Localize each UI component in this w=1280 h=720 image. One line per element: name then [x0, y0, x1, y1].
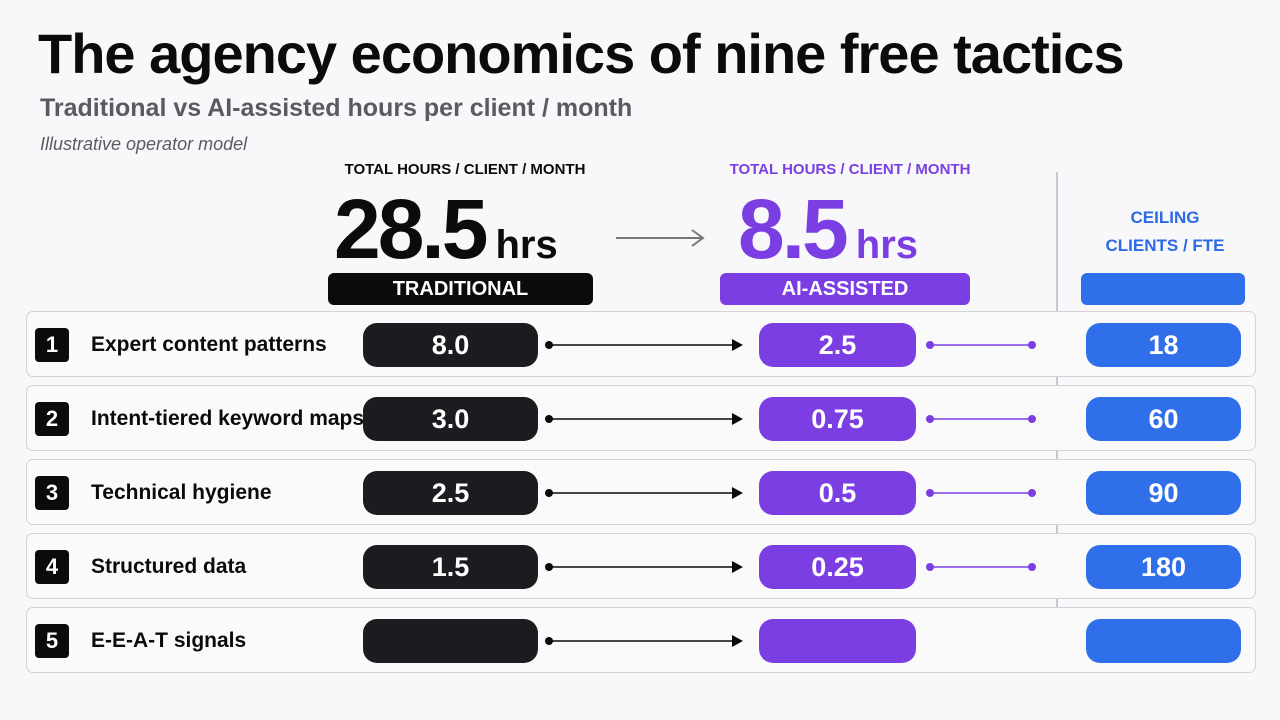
ai-connector-end-dot — [1028, 489, 1036, 497]
ai-hours-pill: 0.25 — [759, 545, 916, 589]
ai-connector-end-dot — [1028, 415, 1036, 423]
traditional-hours-pill: 1.5 — [363, 545, 538, 589]
ai-connector-end-dot — [1028, 563, 1036, 571]
table-row: 5 E-E-A-T signals — [26, 607, 1256, 673]
connector-arrowhead — [732, 635, 743, 647]
tactic-label: Technical hygiene — [91, 481, 272, 504]
ceiling-clients-pill: 90 — [1086, 471, 1241, 515]
row-connector-icon — [545, 635, 743, 647]
ceiling-clients-pill: 180 — [1086, 545, 1241, 589]
row-number-badge: 5 — [35, 624, 69, 658]
connector-arrowhead — [732, 487, 743, 499]
ai-hours-pill: 0.5 — [759, 471, 916, 515]
tactic-label: Intent-tiered keyword maps — [91, 407, 365, 430]
table-row: 2 Intent-tiered keyword maps 3.0 0.75 60 — [26, 385, 1256, 451]
traditional-total-value: 28.5 hrs — [334, 186, 558, 297]
traditional-tag: TRADITIONAL — [328, 273, 593, 305]
ai-hours-pill: 0.75 — [759, 397, 916, 441]
traditional-hours-pill: 3.0 — [363, 397, 538, 441]
table-row: 4 Structured data 1.5 0.25 180 — [26, 533, 1256, 599]
row-connector-icon — [545, 561, 1036, 573]
row-connector-icon — [545, 339, 1036, 351]
row-number-badge: 4 — [35, 550, 69, 584]
ceiling-caption-line1: CEILING — [1130, 208, 1200, 227]
model-note: Illustrative operator model — [40, 134, 248, 154]
row-number-badge: 1 — [35, 328, 69, 362]
ai-hours-pill — [759, 619, 916, 663]
ai-total-caption: TOTAL HOURS / CLIENT / MONTH — [729, 161, 971, 178]
tactic-label: E-E-A-T signals — [91, 629, 247, 652]
tactic-rows: 1 Expert content patterns 8.0 2.5 18 2 I… — [26, 311, 1256, 681]
ai-connector-end-dot — [1028, 341, 1036, 349]
ceiling-clients-pill: 60 — [1086, 397, 1241, 441]
row-connector-icon — [545, 413, 1036, 425]
row-number-badge: 3 — [35, 476, 69, 510]
ai-tag: AI-ASSISTED — [720, 273, 970, 305]
ceiling-clients-pill — [1086, 619, 1241, 663]
row-connector-icon — [545, 487, 1036, 499]
tactic-label: Expert content patterns — [91, 333, 327, 356]
ai-total-unit: hrs — [855, 223, 919, 267]
ceiling-tag — [1081, 273, 1245, 305]
connector-arrowhead — [732, 561, 743, 573]
connector-arrowhead — [732, 413, 743, 425]
ceiling-clients-pill: 18 — [1086, 323, 1241, 367]
ai-hours-pill: 2.5 — [759, 323, 916, 367]
traditional-total-caption: TOTAL HOURS / CLIENT / MONTH — [344, 161, 586, 178]
ai-total-number: 8.5 — [738, 182, 849, 276]
table-row: 1 Expert content patterns 8.0 2.5 18 — [26, 311, 1256, 377]
traditional-hours-pill — [363, 619, 538, 663]
traditional-total-unit: hrs — [495, 223, 558, 267]
page-title: The agency economics of nine free tactic… — [38, 22, 1125, 85]
row-number-badge: 2 — [35, 402, 69, 436]
kpi-arrow-icon — [616, 229, 705, 247]
traditional-hours-pill: 8.0 — [363, 323, 538, 367]
table-row: 3 Technical hygiene 2.5 0.5 90 — [26, 459, 1256, 525]
ai-total-value: 8.5 hrs — [738, 186, 918, 297]
ceiling-caption: CEILING CLIENTS / FTE — [1086, 204, 1244, 260]
ceiling-caption-line2: CLIENTS / FTE — [1105, 236, 1225, 255]
traditional-hours-pill: 2.5 — [363, 471, 538, 515]
tactic-label: Structured data — [91, 555, 247, 578]
connector-arrowhead — [732, 339, 743, 351]
page-subtitle: Traditional vs AI-assisted hours per cli… — [40, 94, 633, 122]
traditional-total-number: 28.5 — [334, 182, 488, 276]
